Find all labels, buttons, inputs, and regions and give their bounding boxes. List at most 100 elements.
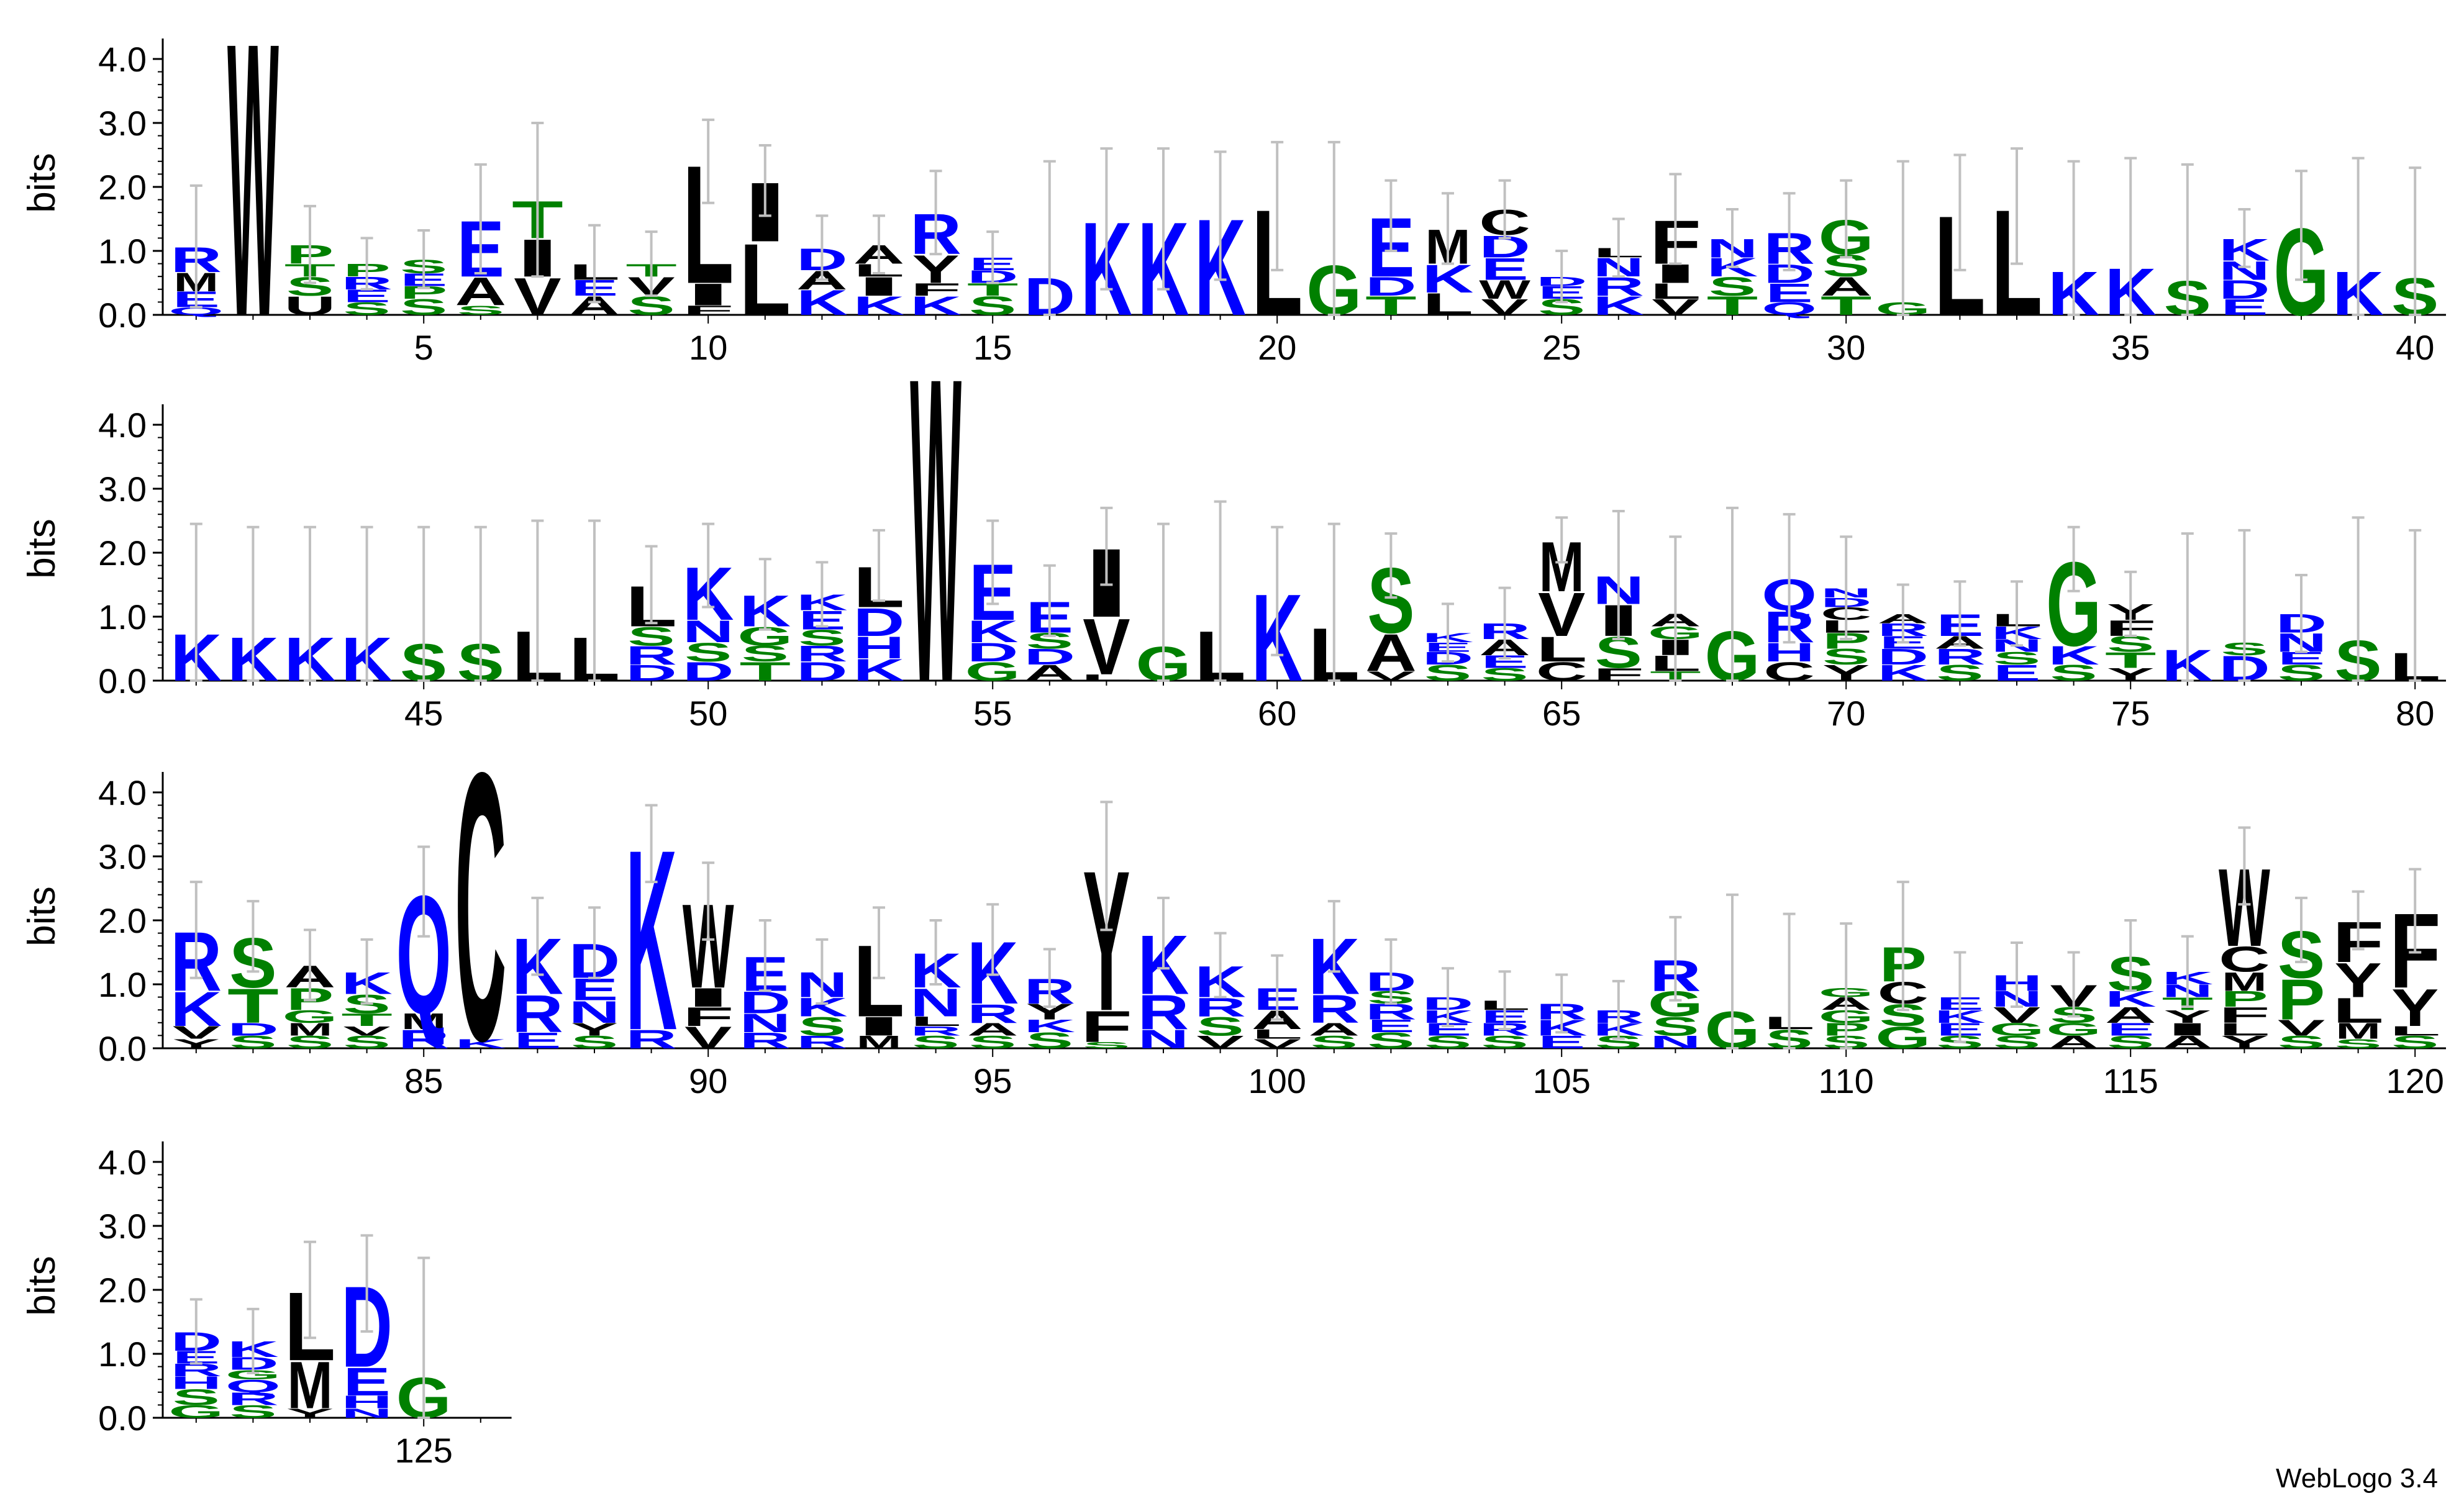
x-tick-label: 30 <box>1827 328 1865 367</box>
residue-letter: D <box>2219 275 2270 305</box>
x-tick-label: 15 <box>973 328 1012 367</box>
y-tick-label: 2.0 <box>98 1271 147 1310</box>
x-tick-label: 75 <box>2111 694 2150 733</box>
y-tick-label: 0.0 <box>98 1029 147 1068</box>
logo-column: G <box>1704 893 1760 1060</box>
residue-letter: C <box>455 692 506 1120</box>
residue-letter: C <box>1763 657 1815 687</box>
residue-letter: K <box>853 291 905 321</box>
residue-letter: E <box>514 1028 561 1053</box>
logo-column: NRK <box>1138 896 1189 1054</box>
residue-letter: E <box>2107 1019 2154 1039</box>
residue-letter: V <box>173 1022 220 1042</box>
residue-letter: S <box>684 638 732 668</box>
logo-column: K <box>284 525 335 694</box>
logo-column: AEL <box>569 224 620 320</box>
x-tick-label: 90 <box>689 1061 727 1100</box>
residue-letter: N <box>1138 1025 1189 1054</box>
residue-letter: V <box>684 1020 732 1055</box>
residue-letter: E <box>1367 1016 1414 1036</box>
residue-letter: S <box>2391 1032 2439 1052</box>
logo-column: L <box>1252 140 1302 347</box>
residue-letter: D <box>853 600 905 645</box>
residue-letter: S <box>173 1385 220 1410</box>
residue-letter: K <box>796 283 848 323</box>
y-tick-label: 4.0 <box>98 773 147 812</box>
residue-letter: K <box>1877 661 1929 686</box>
residue-letter: S <box>2278 661 2325 686</box>
residue-letter: Y <box>2334 953 2381 1007</box>
residue-letter: R <box>625 641 677 671</box>
residue-letter: G <box>1875 1020 1930 1055</box>
logo-panels: bits0.01.02.03.04.0QEMRWUSTPSERP5SPESSAE… <box>20 0 2446 1470</box>
residue-letter: D <box>227 1019 279 1039</box>
logo-column: LI <box>740 144 791 337</box>
residue-letter: H <box>170 1373 222 1393</box>
residue-letter: S <box>400 295 447 320</box>
residue-letter: S <box>2278 1032 2325 1052</box>
residue-letter: E <box>1481 252 1528 286</box>
logo-column: D <box>1024 160 1075 327</box>
residue-letter: K <box>2048 641 2099 671</box>
logo-column: L <box>2389 528 2440 689</box>
y-tick-label: 4.0 <box>98 1143 147 1182</box>
x-tick-label: 5 <box>414 328 434 367</box>
logo-panel: bits0.01.02.03.04.0YVKRSDTSSMGPASVTSK85R… <box>20 692 2446 1120</box>
logo-column: K <box>1138 147 1189 343</box>
residue-letter: S <box>1424 1032 1471 1052</box>
x-tick-label: 95 <box>973 1061 1012 1100</box>
residue-letter: R <box>796 642 848 666</box>
x-tick-label: 110 <box>1819 1061 1874 1100</box>
residue-letter: A <box>967 1019 1019 1039</box>
residue-letter: S <box>1993 648 2040 668</box>
residue-letter: G <box>225 1367 281 1382</box>
logo-column: W <box>227 0 280 398</box>
logo-column: VAS <box>1365 532 1417 684</box>
logo-column: SKG <box>2046 525 2101 686</box>
x-tick-label: 25 <box>1542 328 1581 367</box>
residue-letter: F <box>2219 1003 2270 1028</box>
logo-column: KAD <box>796 214 848 323</box>
x-tick-label: 10 <box>689 328 727 367</box>
residue-letter: S <box>1936 661 1983 686</box>
residue-letter: N <box>910 980 962 1025</box>
residue-letter: K <box>1593 291 1644 321</box>
residue-letter: S <box>1481 1032 1528 1052</box>
residue-letter: N <box>569 994 621 1029</box>
y-tick-label: 3.0 <box>98 837 147 876</box>
residue-letter: Q <box>1762 299 1817 319</box>
logo-column: L <box>1309 522 1360 697</box>
logo-column: AIYTNK <box>2162 935 2213 1052</box>
residue-letter: T <box>1707 291 1758 320</box>
logo-column: ESNKL <box>1991 580 2042 686</box>
residue-letter: Y <box>1822 661 1870 686</box>
residue-letter: F <box>1593 664 1645 684</box>
logo-column: USTP <box>284 204 335 320</box>
logo-column: SREL <box>1479 970 1530 1052</box>
residue-letter: D <box>1877 645 1929 669</box>
residue-letter: R <box>625 1025 677 1054</box>
residue-letter: S <box>1083 1040 1130 1050</box>
residue-letter: V <box>1652 295 1699 320</box>
residue-letter: S <box>1993 1032 2040 1052</box>
